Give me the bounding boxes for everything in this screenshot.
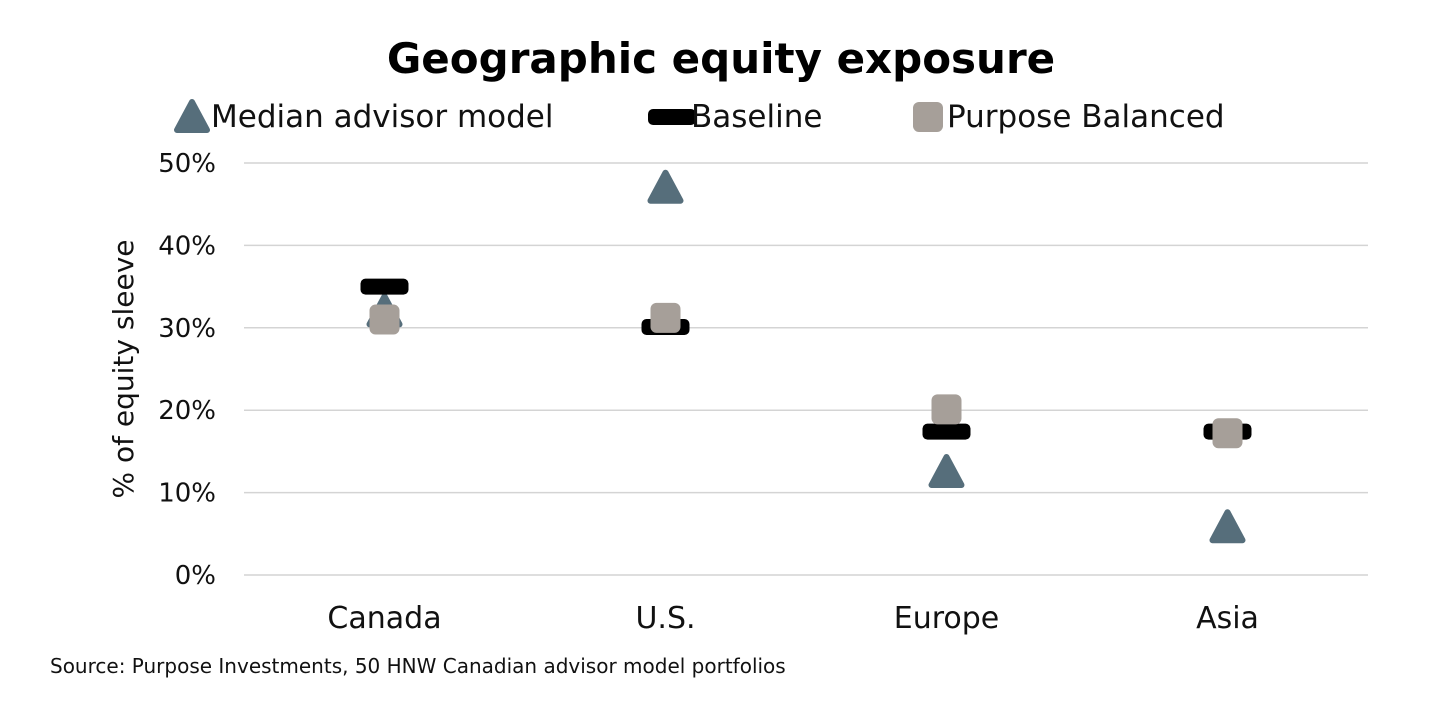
- x-category-label: Europe: [894, 601, 1000, 636]
- data-point-square: [1212, 418, 1243, 449]
- legend-square-icon: [913, 102, 943, 132]
- data-point-square: [650, 302, 681, 333]
- data-point-dash: [922, 423, 971, 440]
- series-baseline: [360, 278, 1252, 440]
- data-point-triangle: [1209, 509, 1246, 544]
- chart-title: Geographic equity exposure: [387, 34, 1055, 83]
- x-category-label: U.S.: [635, 601, 695, 636]
- y-tick-label: 50%: [158, 149, 216, 179]
- x-category-label: Asia: [1196, 601, 1259, 636]
- y-tick-label: 40%: [158, 231, 216, 261]
- data-point-square: [369, 304, 400, 335]
- data-point-dash: [360, 278, 409, 295]
- data-point-triangle: [928, 454, 965, 488]
- y-axis-label: % of equity sleeve: [107, 240, 140, 499]
- legend: Median advisor model Baseline Purpose Bala…: [174, 99, 1225, 135]
- gridlines: [244, 162, 1368, 576]
- x-category-label: Canada: [327, 601, 441, 636]
- series-purpose-balanced: [369, 302, 1243, 449]
- data-points: [360, 169, 1252, 544]
- legend-label: Purpose Balanced: [947, 99, 1225, 135]
- y-axis-ticks: 0% 10% 20% 30% 40% 50%: [158, 149, 216, 591]
- legend-triangle-icon: [174, 99, 210, 133]
- legend-item: Median advisor model: [174, 99, 553, 135]
- y-tick-label: 20%: [158, 396, 216, 426]
- legend-dash-icon: [648, 109, 696, 125]
- series-median-advisor-model: [366, 169, 1246, 544]
- data-point-triangle: [647, 169, 684, 204]
- x-axis-categories: Canada U.S. Europe Asia: [327, 601, 1259, 636]
- y-tick-label: 0%: [175, 561, 216, 591]
- y-tick-label: 30%: [158, 314, 216, 344]
- source-note: Source: Purpose Investments, 50 HNW Cana…: [50, 654, 786, 678]
- y-tick-label: 10%: [158, 479, 216, 509]
- legend-label: Baseline: [691, 99, 822, 135]
- legend-label: Median advisor model: [211, 99, 553, 135]
- legend-item: Purpose Balanced: [913, 99, 1225, 135]
- legend-item: Baseline: [648, 99, 822, 135]
- data-point-square: [931, 394, 962, 425]
